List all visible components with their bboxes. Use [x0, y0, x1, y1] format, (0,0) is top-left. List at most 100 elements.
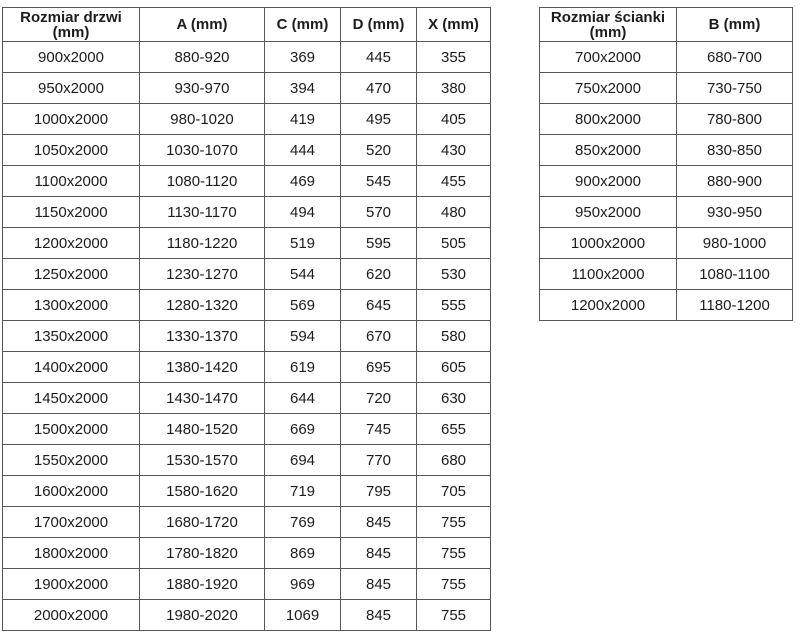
table-row: 1550x2000 1530-1570 694 770 680: [2, 444, 491, 476]
table-cell: 880-900: [676, 165, 793, 197]
table-row: 750x2000 730-750: [539, 72, 793, 104]
table-cell: 1330-1370: [139, 320, 265, 352]
table-cell: 700x2000: [539, 41, 677, 73]
table-cell: 520: [340, 134, 417, 166]
table-cell: 630: [416, 382, 491, 414]
table-row: 2000x2000 1980-2020 1069 845 755: [2, 599, 491, 631]
table-row: 950x2000 930-950: [539, 196, 793, 228]
table-cell: 930-970: [139, 72, 265, 104]
table-cell: 1500x2000: [2, 413, 140, 445]
table-row: 1200x2000 1180-1200: [539, 289, 793, 321]
table-cell: 644: [264, 382, 341, 414]
table-cell: 1400x2000: [2, 351, 140, 383]
table-cell: 795: [340, 475, 417, 507]
table-cell: 830-850: [676, 134, 793, 166]
table-row: 900x2000 880-900: [539, 165, 793, 197]
table-cell: 1050x2000: [2, 134, 140, 166]
table-cell: 1000x2000: [2, 103, 140, 135]
table-cell: 730-750: [676, 72, 793, 104]
door-sizes-table: Rozmiar drzwi (mm) A (mm) C (mm) D (mm) X (m…: [2, 7, 491, 631]
table-cell: 530: [416, 258, 491, 290]
column-header: C (mm): [264, 7, 341, 42]
table-cell: 845: [340, 537, 417, 569]
column-header: A (mm): [139, 7, 265, 42]
table-cell: 755: [416, 537, 491, 569]
table-row: 1200x2000 1180-1220 519 595 505: [2, 227, 491, 259]
table-cell: 605: [416, 351, 491, 383]
table-cell: 380: [416, 72, 491, 104]
table-cell: 444: [264, 134, 341, 166]
table-row: 700x2000 680-700: [539, 41, 793, 73]
table-row: 1800x2000 1780-1820 869 845 755: [2, 537, 491, 569]
table-cell: 1450x2000: [2, 382, 140, 414]
table-cell: 505: [416, 227, 491, 259]
table-cell: 470: [340, 72, 417, 104]
table-cell: 845: [340, 599, 417, 631]
table-cell: 1380-1420: [139, 351, 265, 383]
table-cell: 1580-1620: [139, 475, 265, 507]
table-cell: 755: [416, 506, 491, 538]
table-cell: 869: [264, 537, 341, 569]
table-cell: 880-920: [139, 41, 265, 73]
table-cell: 595: [340, 227, 417, 259]
table-cell: 1300x2000: [2, 289, 140, 321]
table-cell: 619: [264, 351, 341, 383]
table-cell: 1150x2000: [2, 196, 140, 228]
table-cell: 720: [340, 382, 417, 414]
table-cell: 1250x2000: [2, 258, 140, 290]
table-cell: 455: [416, 165, 491, 197]
column-header: B (mm): [676, 7, 793, 42]
table-cell: 1550x2000: [2, 444, 140, 476]
table-cell: 1100x2000: [539, 258, 677, 290]
column-header: Rozmiar drzwi (mm): [2, 7, 140, 42]
table-cell: 1200x2000: [539, 289, 677, 321]
table-cell: 405: [416, 103, 491, 135]
table-cell: 980-1020: [139, 103, 265, 135]
table-cell: 950x2000: [2, 72, 140, 104]
table-cell: 845: [340, 506, 417, 538]
table-row: 1150x2000 1130-1170 494 570 480: [2, 196, 491, 228]
table-cell: 980-1000: [676, 227, 793, 259]
table-cell: 495: [340, 103, 417, 135]
table-cell: 745: [340, 413, 417, 445]
table-cell: 950x2000: [539, 196, 677, 228]
table-cell: 655: [416, 413, 491, 445]
table-cell: 930-950: [676, 196, 793, 228]
table-row: 1900x2000 1880-1920 969 845 755: [2, 568, 491, 600]
table-cell: 670: [340, 320, 417, 352]
table-cell: 1780-1820: [139, 537, 265, 569]
column-header: X (mm): [416, 7, 491, 42]
table-cell: 780-800: [676, 103, 793, 135]
table-cell: 1000x2000: [539, 227, 677, 259]
table-cell: 1350x2000: [2, 320, 140, 352]
table-row: 1100x2000 1080-1100: [539, 258, 793, 290]
table-cell: 419: [264, 103, 341, 135]
table-cell: 680-700: [676, 41, 793, 73]
table-cell: 755: [416, 599, 491, 631]
table-cell: 719: [264, 475, 341, 507]
table-cell: 694: [264, 444, 341, 476]
table-row: 1400x2000 1380-1420 619 695 605: [2, 351, 491, 383]
table-cell: 394: [264, 72, 341, 104]
table-cell: 750x2000: [539, 72, 677, 104]
table-cell: 969: [264, 568, 341, 600]
table-row: 850x2000 830-850: [539, 134, 793, 166]
table-row: 1600x2000 1580-1620 719 795 705: [2, 475, 491, 507]
table-cell: 480: [416, 196, 491, 228]
table-cell: 555: [416, 289, 491, 321]
table-cell: 1600x2000: [2, 475, 140, 507]
header-row: Rozmiar ścianki (mm) B (mm): [539, 7, 793, 42]
column-header: D (mm): [340, 7, 417, 42]
table-cell: 494: [264, 196, 341, 228]
table-cell: 620: [340, 258, 417, 290]
table-row: 1250x2000 1230-1270 544 620 530: [2, 258, 491, 290]
table-cell: 1530-1570: [139, 444, 265, 476]
table-cell: 900x2000: [2, 41, 140, 73]
table-cell: 695: [340, 351, 417, 383]
table-cell: 770: [340, 444, 417, 476]
table-cell: 1430-1470: [139, 382, 265, 414]
table-cell: 1200x2000: [2, 227, 140, 259]
table-row: 1350x2000 1330-1370 594 670 580: [2, 320, 491, 352]
table-cell: 545: [340, 165, 417, 197]
